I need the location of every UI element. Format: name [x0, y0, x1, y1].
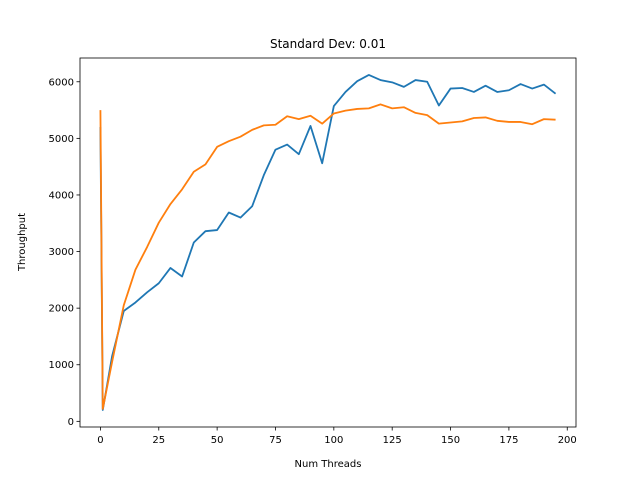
plot-frame — [79, 57, 577, 428]
y-tick-label: 1000 — [49, 360, 74, 371]
x-tick-label: 100 — [324, 435, 343, 446]
y-tick-label: 6000 — [49, 77, 74, 88]
x-tick-label: 125 — [383, 435, 402, 446]
series-line-1 — [99, 74, 557, 411]
x-tick-label: 25 — [152, 435, 165, 446]
y-tick-label: 4000 — [49, 190, 74, 201]
chart-title: Standard Dev: 0.01 — [270, 37, 386, 51]
x-tick-label: 150 — [441, 435, 460, 446]
y-tick-label: 5000 — [49, 134, 74, 145]
series-layer — [99, 74, 557, 411]
y-axis-label: Throughput — [17, 213, 28, 272]
x-axis-label: Num Threads — [295, 459, 362, 470]
axes-layer: 0 25 50 75 100 125 150 175 200010002000300040005… — [49, 57, 577, 446]
x-tick-label: 0 — [97, 435, 103, 446]
x-tick-label: 175 — [499, 435, 518, 446]
series-line-2 — [99, 103, 556, 410]
x-tick-label: 50 — [211, 435, 224, 446]
y-tick-label: 0 — [68, 417, 74, 428]
x-tick-label: 200 — [558, 435, 577, 446]
x-tick-label: 75 — [269, 435, 282, 446]
y-tick-label: 3000 — [49, 247, 74, 258]
y-tick-label: 2000 — [49, 304, 74, 315]
